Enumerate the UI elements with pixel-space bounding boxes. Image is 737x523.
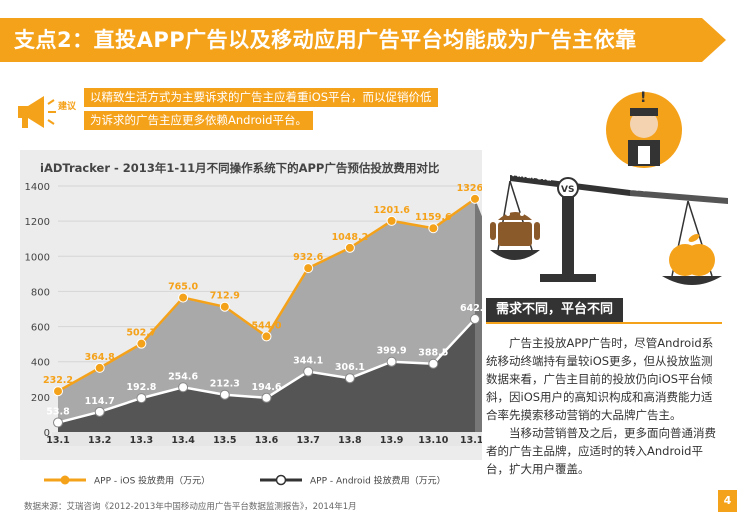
android-data-label: 114.7 — [85, 396, 115, 407]
ios-point — [344, 242, 355, 253]
svg-text:!: ! — [640, 90, 646, 106]
x-tick-label: 13.8 — [338, 435, 362, 446]
android-icon — [490, 212, 540, 246]
ios-point — [136, 338, 147, 349]
android-data-label: 53.8 — [46, 407, 70, 418]
x-tick-label: 13.10 — [418, 435, 448, 446]
android-data-label: 344.1 — [293, 356, 323, 367]
android-point — [261, 392, 272, 403]
y-tick-label: 800 — [31, 287, 50, 298]
suggest-label: 建议 — [58, 100, 77, 112]
y-tick-label: 600 — [31, 323, 50, 334]
megaphone-icon: 建议 — [18, 96, 77, 128]
android-data-label: 212.3 — [210, 379, 240, 390]
x-tick-label: 13.11 — [460, 435, 482, 446]
ios-data-label: 1201.6 — [373, 205, 410, 216]
android-point — [178, 382, 189, 393]
tag-underline — [486, 322, 722, 324]
ios-data-label: 932.6 — [293, 252, 323, 263]
ios-area-shadow — [475, 198, 482, 432]
ios-point — [428, 223, 439, 234]
android-point — [344, 373, 355, 384]
header-band — [0, 18, 702, 62]
ios-data-label: 1048.2 — [332, 232, 369, 243]
vs-label: VS — [561, 185, 574, 195]
panel-tag: 需求不同，平台不同 — [486, 298, 624, 322]
android-point — [53, 417, 63, 428]
y-tick-label: 400 — [31, 358, 50, 369]
x-tick-label: 13.7 — [296, 435, 319, 446]
ios-point — [94, 362, 105, 373]
ios-point — [53, 386, 63, 397]
android-point — [303, 366, 314, 377]
x-tick-label: 13.6 — [255, 435, 279, 446]
y-tick-label: 1200 — [25, 217, 50, 228]
panel-text: 广告主投放APP广告时，尽管Android系统移动终端持有量较iOS更多，但从投… — [486, 334, 718, 478]
businessman-icon: ! — [606, 90, 682, 168]
ios-data-label: 712.9 — [210, 291, 240, 302]
panel-paragraph-2: 当移动营销普及之后，更多面向普通消费者的广告主品牌，应适时的转入Android平… — [486, 426, 716, 476]
page-title: 支点2：直投APP广告以及移动应用广告平台均能成为广告主依靠 — [14, 28, 637, 52]
ios-data-label: 544.0 — [251, 320, 281, 331]
legend-ios-marker — [60, 475, 70, 485]
x-tick-label: 13.1 — [46, 435, 69, 446]
ios-data-label: 765.0 — [168, 282, 198, 293]
android-point — [219, 389, 230, 400]
apple-icon — [669, 234, 715, 276]
android-data-label: 306.1 — [335, 362, 365, 373]
android-point — [386, 356, 397, 367]
header-arrow — [702, 18, 726, 62]
x-tick-label: 13.2 — [88, 435, 111, 446]
scale-illustration: ! VS Android iOS — [490, 90, 728, 285]
x-tick-label: 13.5 — [213, 435, 236, 446]
android-point — [470, 314, 480, 325]
data-source: 数据来源：艾瑞咨询《2012-2013年中国移动应用广告平台数据监测报告》，20… — [24, 502, 357, 512]
android-data-label: 192.8 — [126, 382, 156, 393]
chart-container: iADTracker - 2013年1-11月不同操作系统下的APP广告预估投放… — [20, 150, 482, 518]
x-tick-label: 13.9 — [380, 435, 403, 446]
ios-point — [178, 292, 189, 303]
header-banner: 支点2：直投APP广告以及移动应用广告平台均能成为广告主依靠 — [0, 0, 737, 76]
ios-point — [219, 301, 230, 312]
android-data-label: 254.6 — [168, 371, 198, 382]
y-tick-label: 200 — [31, 393, 50, 404]
ios-data-label: 1326.9 — [457, 183, 482, 194]
ios-label: iOS — [630, 183, 648, 194]
chart-title: iADTracker - 2013年1-11月不同操作系统下的APP广告预估投放… — [40, 161, 440, 175]
ios-data-label: 502.7 — [126, 328, 156, 339]
ios-data-label: 1159.6 — [415, 212, 452, 223]
ios-point — [261, 331, 272, 342]
android-point — [94, 406, 105, 417]
ios-data-label: 364.8 — [85, 352, 115, 363]
android-point — [428, 358, 439, 369]
ios-point — [470, 193, 480, 204]
android-label: Android — [512, 169, 553, 184]
android-point — [136, 393, 147, 404]
area-chart: iADTracker - 2013年1-11月不同操作系统下的APP广告预估投放… — [20, 150, 482, 487]
ios-point — [386, 215, 397, 226]
panel-paragraph-1: 广告主投放APP广告时，尽管Android系统移动终端持有量较iOS更多，但从投… — [486, 336, 714, 422]
y-tick-label: 1400 — [25, 182, 50, 193]
x-tick-label: 13.4 — [171, 435, 195, 446]
android-data-label: 642.8 — [460, 303, 482, 314]
android-data-label: 194.6 — [251, 382, 281, 393]
suggestion-line-2: 为诉求的广告主应更多依赖Android平台。 — [84, 111, 313, 130]
y-tick-label: 1000 — [25, 252, 50, 263]
y-tick-label: 0 — [44, 428, 50, 439]
android-area — [58, 319, 475, 432]
legend-ios-label: APP - iOS 投放费用（万元） — [94, 475, 210, 487]
x-axis-band — [52, 432, 481, 446]
x-tick-label: 13.3 — [130, 435, 153, 446]
legend-android-marker — [275, 474, 287, 486]
ios-data-label: 232.2 — [43, 375, 73, 386]
ios-point — [303, 263, 314, 274]
page-number: 4 — [718, 490, 737, 512]
android-data-label: 388.5 — [418, 348, 448, 359]
android-data-label: 399.9 — [377, 346, 407, 357]
legend-android-label: APP - Android 投放费用（万元） — [310, 475, 446, 487]
suggestion-text: 以精致生活方式为主要诉求的广告主应着重iOS平台，而以促销价低 为诉求的广告主应… — [84, 86, 464, 132]
suggestion-line-1: 以精致生活方式为主要诉求的广告主应着重iOS平台，而以促销价低 — [84, 88, 438, 107]
